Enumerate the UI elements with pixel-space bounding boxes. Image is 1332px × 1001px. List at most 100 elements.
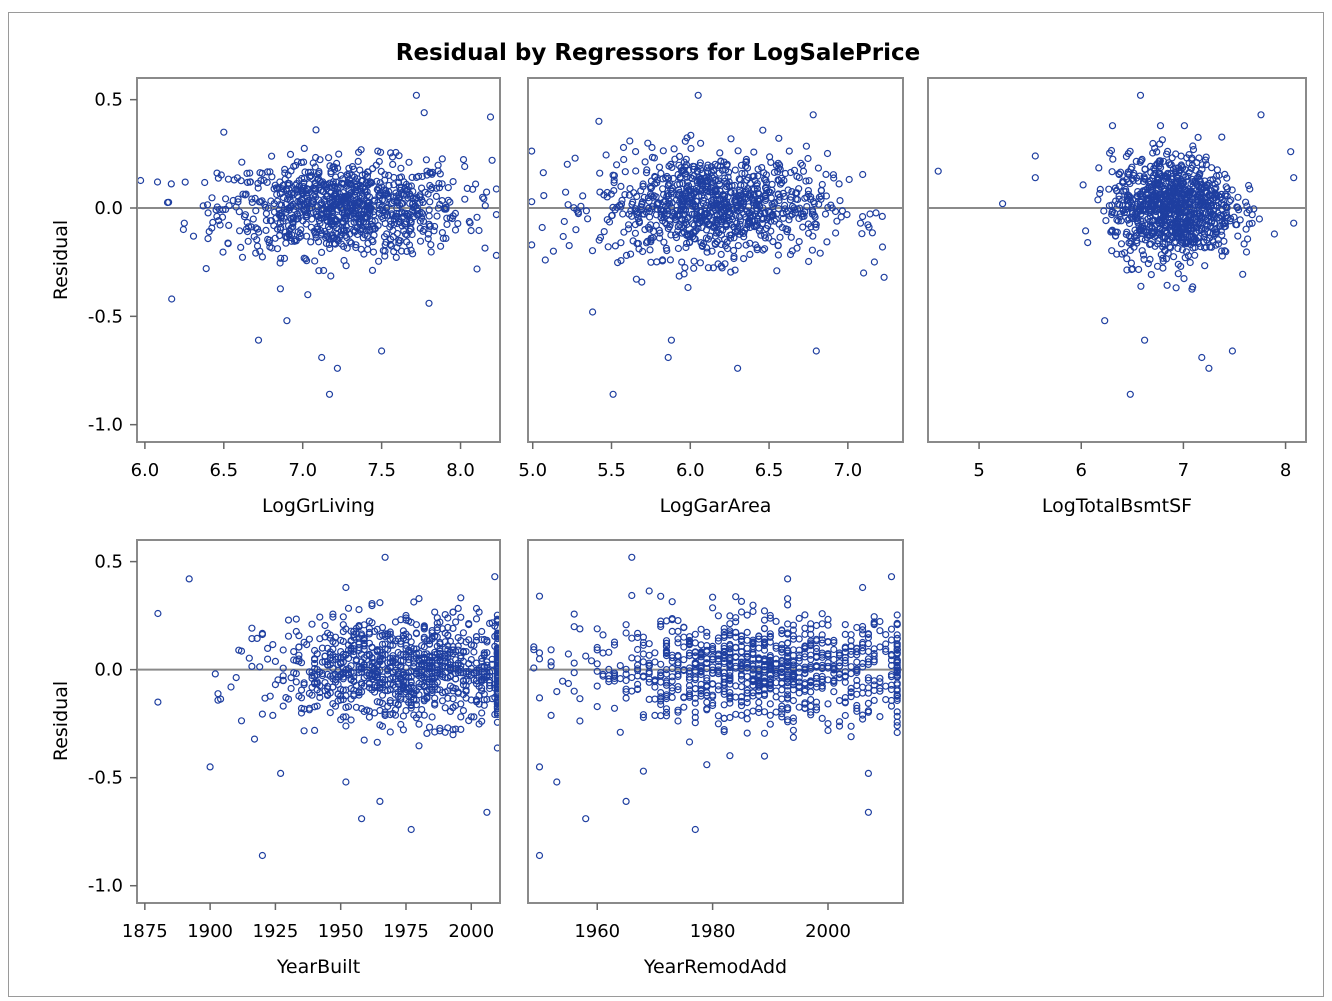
data-point [442, 205, 450, 213]
data-point [789, 635, 798, 643]
data-point [539, 169, 547, 177]
data-point [691, 639, 699, 647]
data-point [816, 249, 824, 257]
outlier-point [887, 573, 896, 581]
data-point [731, 266, 739, 274]
data-point [420, 697, 428, 705]
data-point [1160, 246, 1169, 255]
data-point [583, 215, 592, 223]
data-point [709, 174, 717, 182]
data-point [588, 247, 597, 255]
data-point [691, 685, 699, 693]
data-point [726, 672, 734, 680]
data-point [237, 243, 245, 251]
data-point [303, 185, 311, 193]
data-point [830, 655, 838, 664]
data-point [783, 639, 792, 647]
data-point [1206, 229, 1214, 237]
data-point [853, 704, 861, 713]
data-point [1248, 219, 1256, 227]
data-point [355, 646, 363, 655]
data-point [633, 655, 642, 663]
data-point [564, 650, 573, 658]
data-point [248, 195, 256, 203]
data-point [1156, 224, 1164, 232]
data-point [664, 174, 673, 182]
data-point [596, 188, 604, 196]
data-point [761, 208, 769, 216]
data-point [428, 674, 436, 682]
data-point [1198, 165, 1206, 173]
data-point [292, 615, 300, 623]
data-point [1242, 248, 1251, 256]
data-point [316, 688, 324, 697]
data-point [1168, 187, 1176, 195]
data-point [367, 179, 375, 187]
data-point [388, 153, 397, 161]
data-point [381, 708, 389, 716]
data-point [893, 657, 901, 665]
data-point [334, 697, 342, 705]
data-point [350, 218, 358, 226]
data-point [343, 207, 351, 216]
data-point [1158, 136, 1167, 144]
data-point [1138, 155, 1146, 163]
data-point [1180, 193, 1189, 202]
data-point [801, 665, 809, 673]
data-point [808, 206, 817, 214]
data-point [279, 672, 287, 680]
data-point [350, 647, 358, 656]
data-point [737, 191, 745, 199]
data-point [743, 644, 751, 652]
outlier-point [277, 769, 285, 778]
data-point [350, 214, 358, 222]
data-point [449, 642, 457, 651]
data-point [313, 702, 321, 710]
data-point [339, 713, 347, 721]
data-point [316, 682, 324, 690]
data-point [314, 171, 322, 179]
data-point [1123, 228, 1131, 236]
data-point [268, 173, 276, 181]
outlier-point [582, 815, 590, 823]
data-point [324, 661, 332, 669]
data-point [549, 247, 558, 255]
data-point [799, 210, 807, 218]
data-point [691, 203, 699, 211]
outlier-point [628, 553, 636, 561]
data-point [841, 678, 849, 686]
data-point [709, 179, 717, 187]
data-point [436, 200, 444, 209]
data-point [444, 650, 452, 658]
data-point [714, 650, 723, 658]
data-point [431, 728, 439, 736]
data-point [783, 649, 792, 657]
data-point [179, 225, 187, 234]
data-point [386, 685, 394, 693]
data-point [631, 229, 640, 237]
data-point [449, 608, 457, 616]
data-point [360, 195, 368, 203]
data-point [1133, 239, 1141, 247]
data-point [804, 154, 812, 163]
data-point [213, 212, 221, 220]
x-tick-label: 7.0 [834, 460, 863, 481]
data-point [331, 217, 339, 225]
data-point [660, 198, 668, 206]
data-point [1255, 215, 1264, 223]
data-point [666, 256, 675, 264]
data-point [342, 262, 350, 270]
data-point [720, 701, 728, 709]
data-point [670, 145, 678, 153]
data-point [668, 627, 676, 636]
outlier-point [535, 592, 544, 600]
data-point [385, 171, 393, 179]
data-point [720, 687, 728, 696]
data-point [836, 197, 844, 205]
data-point [377, 167, 385, 175]
data-point [757, 231, 765, 239]
data-point [732, 682, 740, 690]
data-point [801, 704, 809, 712]
data-point [785, 147, 793, 155]
data-point [815, 200, 823, 208]
